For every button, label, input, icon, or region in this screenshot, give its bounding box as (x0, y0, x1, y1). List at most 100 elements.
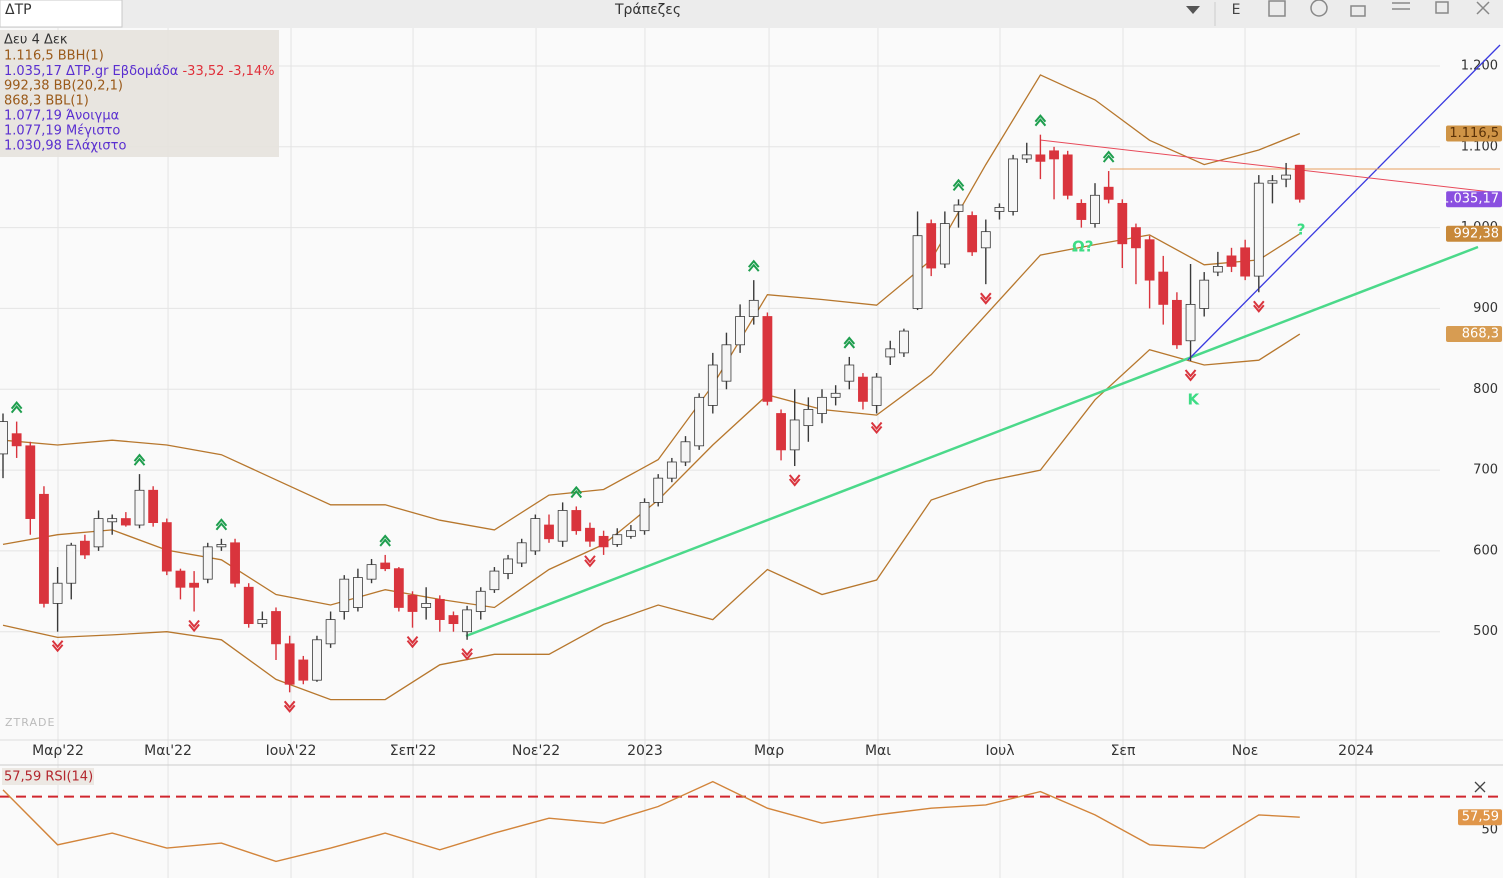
candle-body (980, 231, 991, 249)
x-tick-label: 2024 (1338, 743, 1374, 759)
y-tick-label: 700 (1473, 463, 1498, 478)
icon-menu[interactable] (1392, 2, 1410, 10)
candle-body (161, 522, 172, 572)
candle-body (721, 344, 732, 382)
candle-body (312, 639, 322, 681)
signal-down (283, 700, 296, 713)
candle-body (475, 590, 486, 612)
candle-body (1103, 186, 1114, 200)
icon-close[interactable] (1476, 1, 1490, 15)
signal-up (843, 336, 856, 349)
rsi-label-box (2, 768, 94, 785)
trend-line-green[interactable] (465, 245, 1479, 638)
info-high: 1.077,19 Μέγιστο (4, 124, 120, 139)
candle-body (912, 235, 923, 309)
trend-line-blue[interactable] (1187, 44, 1501, 361)
rsi-tag (1458, 809, 1502, 826)
candle-body (1076, 202, 1087, 220)
signal-up (952, 178, 965, 191)
candle-body (421, 603, 432, 608)
price-tag-label: 1.035,17 (1441, 192, 1499, 207)
info-box (0, 30, 279, 157)
signal-up (379, 534, 391, 547)
signal-down (1253, 300, 1265, 313)
candle-body (448, 615, 459, 625)
y-tick-label: 50 (1481, 822, 1498, 837)
candle-body (257, 619, 268, 625)
candle-body (366, 564, 377, 580)
candle-body (680, 441, 691, 463)
x-tick-label: Μαι (865, 743, 891, 759)
x-tick-label: Νοε (1232, 743, 1259, 759)
candle-body (407, 594, 418, 612)
y-tick-label: 1.100 (1461, 139, 1498, 154)
signal-up (1034, 114, 1047, 127)
candle-body (1049, 150, 1059, 160)
rsi-label: 57,59 RSI(14) (4, 770, 93, 785)
info-bbh: 1.116,5 BBH(1) (4, 49, 104, 64)
rsi-line (2, 780, 1300, 863)
toolbar (0, 0, 1503, 28)
candle-body (353, 577, 363, 608)
candle-body (284, 643, 295, 685)
candle-body (489, 570, 500, 591)
candle-body (462, 609, 473, 633)
candle-body (639, 501, 650, 532)
price-tag (1446, 191, 1502, 208)
candle-body (434, 598, 445, 620)
rsi-close[interactable] (1474, 781, 1486, 793)
signal-down (406, 636, 419, 649)
price-tag (1446, 125, 1502, 142)
candle-body (694, 396, 705, 447)
price-tag-label: 1.116,5 (1449, 126, 1499, 141)
candle-body (967, 215, 978, 253)
candle-body (748, 299, 759, 317)
candle-body (148, 489, 159, 524)
icon-lock[interactable] (1350, 5, 1366, 17)
icon-panel[interactable] (1268, 0, 1286, 17)
candle-body (380, 562, 391, 570)
signal-up (747, 259, 760, 272)
y-tick-label: 900 (1473, 301, 1498, 316)
x-tick-label: Μαι'22 (144, 743, 192, 759)
signal-down (1184, 369, 1197, 382)
watermark: ZTRADE (5, 716, 55, 729)
x-tick-label: 2023 (627, 743, 663, 759)
candle-body (666, 461, 677, 479)
icon-restore[interactable] (1435, 1, 1449, 14)
toolbar-button[interactable]: E (1232, 2, 1241, 18)
candle-body (626, 530, 636, 537)
candle-body (1267, 180, 1278, 184)
signal-up (570, 485, 583, 499)
candle-body (243, 586, 254, 625)
candle-body (1021, 154, 1032, 160)
candle-body (830, 392, 841, 398)
candle-body (598, 535, 609, 548)
info-change: -33,52 -3,14% (182, 64, 274, 79)
annotation: K (1187, 390, 1200, 408)
candle-body (1062, 154, 1073, 196)
signals: Ω? K? 1.116,5 1.035,17 992,38 868,3 (10, 114, 1502, 713)
y-tick-label: 600 (1473, 543, 1498, 558)
price-tag (1446, 225, 1502, 242)
info-low: 1.030,98 Ελάχιστο (4, 139, 126, 154)
y-tick-label: 500 (1473, 624, 1498, 639)
candle-body (52, 582, 63, 604)
price-tag-label: 992,38 (1454, 226, 1500, 241)
candle-body (25, 445, 36, 519)
symbol-input[interactable] (0, 0, 123, 28)
trend-line-red[interactable] (1039, 139, 1501, 194)
icon-quote[interactable] (1310, 0, 1328, 17)
symbol: ΔΤΡ (5, 2, 32, 18)
candle-body (120, 518, 131, 526)
candle-body (1212, 266, 1223, 273)
signal-down (461, 648, 473, 661)
candle-body (202, 546, 213, 580)
candle-body (858, 376, 868, 402)
dropdown-arrow[interactable] (1186, 6, 1200, 14)
candle-body (1226, 255, 1237, 267)
candle-body (571, 510, 582, 532)
candle-body (871, 376, 882, 406)
